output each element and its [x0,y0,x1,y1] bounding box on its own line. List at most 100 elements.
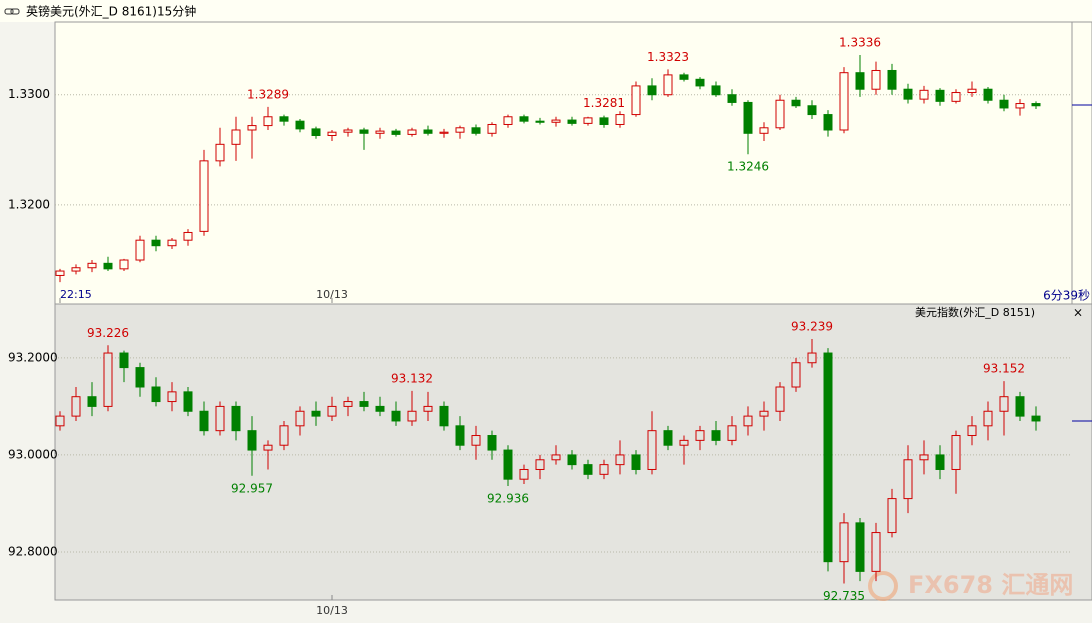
candle-body [551,119,561,123]
y-tick-label: 1.3300 [8,87,50,101]
candle-body [1031,415,1041,422]
candle-body [423,405,433,412]
candle-body [151,239,161,247]
candle-body [695,78,705,87]
candle-body [391,130,401,135]
candle-body [183,391,193,412]
price-annotation: 1.3246 [727,160,769,174]
candle-body [631,454,641,470]
candle-body [375,130,385,134]
price-annotation: 92.936 [487,491,529,505]
candle-body [455,127,465,133]
price-annotation: 93.226 [87,326,129,340]
candle-body [119,259,129,270]
candle-body [439,131,449,134]
candle-body [823,352,833,563]
candle-body [503,449,513,480]
candle-body [167,239,177,247]
watermark: FX678 汇通网 [868,571,1073,601]
candle-body [647,430,657,470]
candle-body [695,430,705,441]
candle-body [887,498,897,534]
candle-body [935,454,945,470]
candle-body [775,99,785,129]
candle-body [295,120,305,130]
candle-body [231,405,241,432]
candle-body [983,88,993,101]
candle-body [247,430,257,451]
price-annotation: 93.152 [983,362,1025,376]
x-tick-label: 10/13 [316,288,348,301]
candle-body [807,352,817,364]
candle-body [647,85,657,96]
candle-body [759,410,769,417]
countdown: 6分39秒 [1043,289,1090,303]
candle-body [775,386,785,412]
candle-body [279,116,289,122]
candle-body [855,522,865,572]
price-annotation: 93.132 [391,371,433,385]
candle-body [279,425,289,446]
candle-body [135,367,145,388]
candle-body [231,129,241,145]
candle-body [631,85,641,116]
candle-body [999,396,1009,412]
candle-body [919,89,929,100]
candle-body [455,425,465,446]
candle-body [823,114,833,131]
candle-body [599,464,609,475]
close-button[interactable]: × [1073,306,1083,320]
candle-body [407,129,417,135]
candle-body [679,439,689,446]
candle-body [375,405,385,412]
candle-body [551,454,561,461]
candle-body [663,74,673,96]
candle-body [583,464,593,475]
title-bar [0,0,1092,22]
candle-body [887,69,897,90]
candle-body [423,129,433,134]
candle-body [103,262,113,270]
y-tick-label: 1.3200 [8,197,50,211]
price-annotation: 92.957 [231,481,273,495]
candle-body [583,117,593,124]
candle-body [263,444,273,451]
y-tick-label: 93.0000 [8,447,58,461]
candle-body [471,435,481,446]
candle-body [535,120,545,123]
candle-body [1031,103,1041,107]
candle-body [167,391,177,403]
y-tick-label: 92.8000 [8,544,58,558]
candle-body [983,410,993,427]
candle-body [711,85,721,96]
price-annotation: 1.3336 [839,36,881,50]
candle-body [391,410,401,422]
candle-body [743,101,753,134]
window-title: 英镑美元(外汇_D 8161)15分钟 [26,4,196,19]
candle-body [935,89,945,102]
bottom-panel [54,303,1092,601]
candle-body [295,410,305,427]
candle-body [407,410,417,422]
candle-body [791,99,801,107]
candle-body [151,386,161,403]
candle-body [519,468,529,480]
candle-body [71,396,81,417]
price-annotation: 1.3289 [247,87,289,101]
candle-body [343,129,353,133]
candle-body [311,410,321,417]
candle-body [327,131,337,137]
candle-body [951,92,961,102]
candle-body [199,160,209,232]
candle-body [999,99,1009,109]
candle-body [567,119,577,124]
candle-body [311,128,321,137]
candle-body [135,239,145,261]
watermark-text: FX678 汇通网 [908,571,1073,599]
candle-body [359,129,369,134]
candle-body [215,143,225,162]
candle-body [55,415,65,427]
candle-body [903,88,913,100]
candle-body [55,270,65,276]
link-icon [4,8,20,15]
